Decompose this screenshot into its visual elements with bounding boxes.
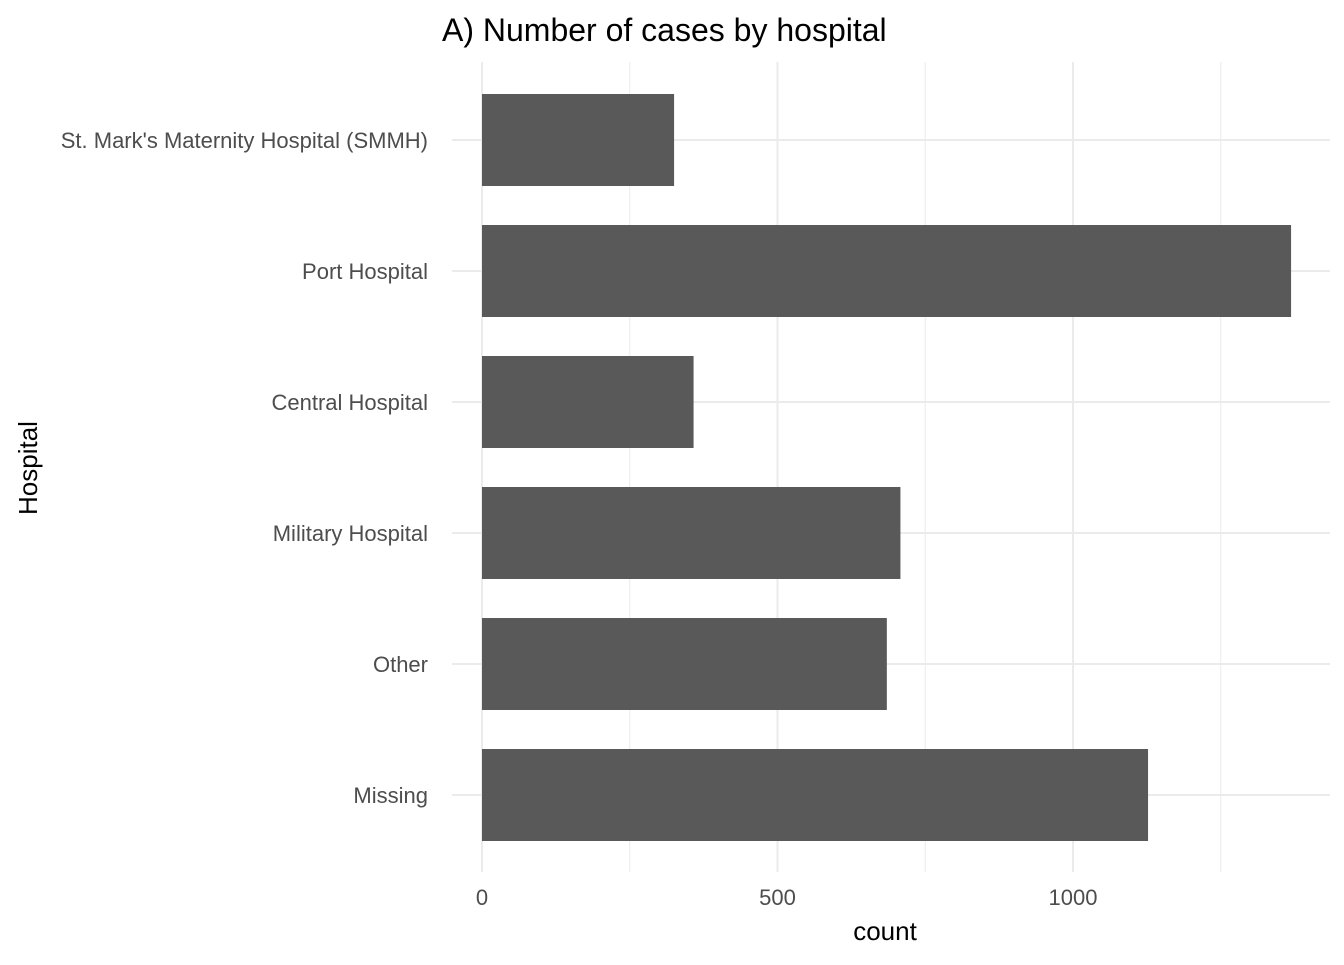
y-axis-ticks: St. Mark's Maternity Hospital (SMMH) Port… bbox=[61, 128, 428, 808]
bar bbox=[482, 225, 1292, 317]
x-axis-title: count bbox=[853, 916, 917, 946]
x-tick-label: 1000 bbox=[1049, 885, 1098, 910]
y-tick-label: Central Hospital bbox=[271, 390, 428, 415]
bar bbox=[482, 487, 901, 579]
x-axis-ticks: 0 500 1000 bbox=[476, 885, 1098, 910]
bar bbox=[482, 356, 694, 448]
bar bbox=[482, 749, 1149, 841]
y-tick-label: St. Mark's Maternity Hospital (SMMH) bbox=[61, 128, 428, 153]
bar bbox=[482, 94, 675, 186]
x-tick-label: 0 bbox=[476, 885, 488, 910]
y-tick-label: Military Hospital bbox=[273, 521, 428, 546]
bars bbox=[482, 94, 1292, 841]
bar bbox=[482, 618, 887, 710]
y-tick-label: Other bbox=[373, 652, 428, 677]
x-tick-label: 500 bbox=[759, 885, 796, 910]
y-axis-title: Hospital bbox=[13, 421, 43, 515]
y-tick-label: Port Hospital bbox=[302, 259, 428, 284]
chart-title: A) Number of cases by hospital bbox=[442, 12, 887, 48]
y-tick-label: Missing bbox=[353, 783, 428, 808]
